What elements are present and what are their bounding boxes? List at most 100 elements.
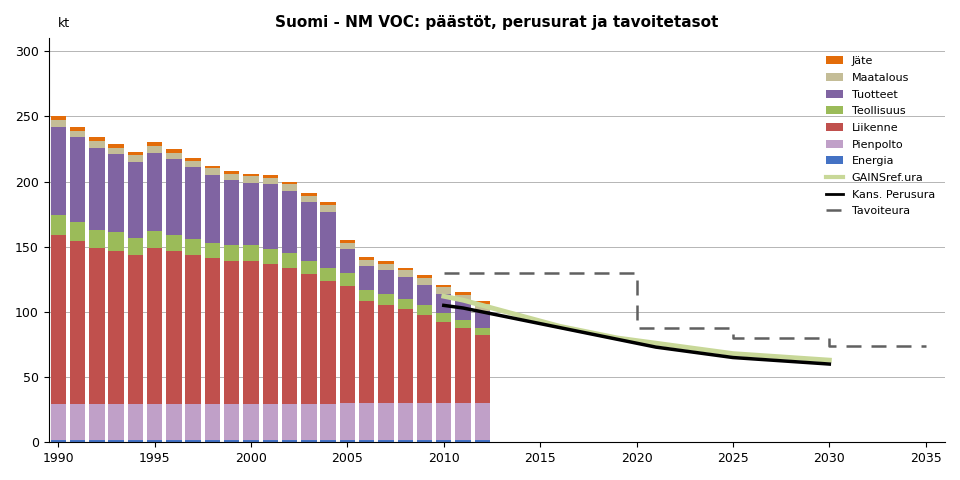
Text: kt: kt <box>58 17 70 30</box>
Bar <box>128 254 143 405</box>
Bar <box>301 193 317 196</box>
Bar <box>340 240 355 243</box>
Bar <box>321 267 336 281</box>
Bar <box>474 311 490 327</box>
Bar <box>70 137 85 222</box>
GAINSref.ura <box>612 335 623 341</box>
Bar <box>474 301 490 304</box>
Bar <box>89 248 105 405</box>
Bar <box>70 127 85 131</box>
Bar <box>436 287 451 294</box>
Bar <box>108 440 124 442</box>
Line: Tavoiteura: Tavoiteura <box>444 273 925 346</box>
Bar <box>89 405 105 440</box>
Bar <box>243 174 259 176</box>
Tavoiteura <box>727 335 738 341</box>
Bar <box>51 405 66 440</box>
Bar <box>397 309 413 403</box>
Bar <box>301 196 317 203</box>
Bar <box>51 116 66 120</box>
Bar <box>243 245 259 261</box>
Kans. Perusura <box>516 317 527 323</box>
Kans. Perusura <box>535 321 546 326</box>
Bar <box>263 405 278 440</box>
Bar <box>128 440 143 442</box>
Bar <box>378 294 394 305</box>
Bar <box>340 286 355 403</box>
Bar <box>340 403 355 440</box>
Bar <box>436 403 451 440</box>
Bar <box>204 243 220 258</box>
Bar <box>224 405 239 440</box>
Bar <box>243 261 259 405</box>
Kans. Perusura <box>669 347 681 353</box>
GAINSref.ura <box>785 355 797 360</box>
Bar <box>147 153 162 231</box>
Bar <box>455 320 470 327</box>
Bar <box>436 294 451 313</box>
Bar <box>455 440 470 442</box>
Bar <box>128 156 143 162</box>
Bar <box>321 203 336 205</box>
Bar <box>185 167 201 239</box>
Bar <box>166 251 181 405</box>
Bar <box>108 148 124 154</box>
Bar <box>263 175 278 178</box>
Kans. Perusura <box>727 355 738 360</box>
Bar <box>185 405 201 440</box>
GAINSref.ura <box>824 357 835 363</box>
Bar <box>204 166 220 168</box>
Bar <box>204 168 220 175</box>
Bar <box>455 301 470 320</box>
Bar <box>89 230 105 248</box>
Bar <box>224 174 239 180</box>
Bar <box>70 241 85 405</box>
Legend: Jäte, Maatalous, Tuotteet, Teollisuus, Liikenne, Pienpolto, Energia, GAINSref.ur: Jäte, Maatalous, Tuotteet, Teollisuus, L… <box>822 52 940 221</box>
Bar <box>185 239 201 254</box>
Bar <box>397 299 413 309</box>
Bar <box>282 267 298 405</box>
Kans. Perusura <box>573 329 585 335</box>
Bar <box>436 313 451 323</box>
Bar <box>359 290 374 301</box>
Bar <box>147 231 162 248</box>
Bar <box>417 305 432 314</box>
Tavoiteura <box>727 324 738 330</box>
Kans. Perusura <box>785 359 797 364</box>
Kans. Perusura <box>650 344 661 350</box>
GAINSref.ura <box>457 297 468 303</box>
Bar <box>263 440 278 442</box>
Kans. Perusura <box>688 349 700 355</box>
Bar <box>224 180 239 245</box>
Bar <box>378 264 394 270</box>
Bar <box>70 131 85 137</box>
Bar <box>301 203 317 261</box>
GAINSref.ura <box>476 302 488 308</box>
Bar <box>166 149 181 153</box>
Bar <box>321 405 336 440</box>
Bar <box>455 403 470 440</box>
Bar <box>436 285 451 287</box>
Bar <box>108 144 124 148</box>
Bar <box>185 161 201 167</box>
Bar <box>185 440 201 442</box>
Bar <box>359 266 374 290</box>
Bar <box>166 440 181 442</box>
Bar <box>147 405 162 440</box>
Bar <box>51 127 66 216</box>
Bar <box>108 405 124 440</box>
Bar <box>340 440 355 442</box>
Bar <box>378 440 394 442</box>
Bar <box>185 254 201 405</box>
Bar <box>263 178 278 184</box>
Bar <box>263 184 278 249</box>
Bar <box>340 249 355 273</box>
Bar <box>474 403 490 440</box>
Bar <box>204 175 220 243</box>
Bar <box>224 440 239 442</box>
Bar <box>282 405 298 440</box>
Bar <box>147 248 162 405</box>
Bar <box>128 162 143 238</box>
Bar <box>51 216 66 235</box>
Bar <box>224 171 239 174</box>
